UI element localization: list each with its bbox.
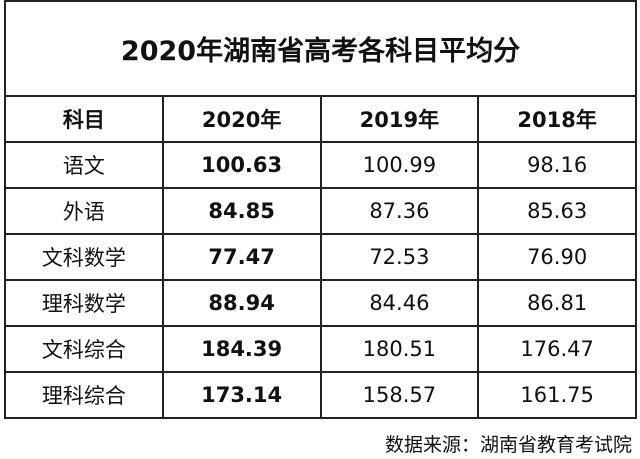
score-cell: 77.47: [161, 233, 322, 281]
score-cell: 100.63: [161, 141, 322, 189]
table-body: 语文 100.63 100.99 98.16 外语 84.85 87.36 85.63 文科数学…: [4, 141, 637, 419]
score-cell: 173.14: [161, 371, 322, 419]
table-row: 理科综合 173.14 158.57 161.75: [4, 371, 637, 419]
score-cell: 176.47: [477, 325, 637, 373]
score-cell: 84.85: [161, 187, 322, 235]
table-title: 2020年湖南省高考各科目平均分: [4, 0, 637, 97]
score-cell: 76.90: [477, 233, 637, 281]
score-cell: 161.75: [477, 371, 637, 419]
score-cell: 72.53: [319, 233, 480, 281]
score-cell: 100.99: [319, 141, 480, 189]
table-row: 理科数学 88.94 84.46 86.81: [4, 279, 637, 327]
score-cell: 184.39: [161, 325, 322, 373]
score-cell: 98.16: [477, 141, 637, 189]
subject-cell: 语文: [4, 141, 164, 189]
subject-cell: 文科综合: [4, 325, 164, 373]
score-cell: 86.81: [477, 279, 637, 327]
header-row: 科目 2020年 2019年 2018年: [4, 95, 637, 143]
table-row: 文科数学 77.47 72.53 76.90: [4, 233, 637, 281]
column-header: 2019年: [319, 95, 480, 143]
column-header: 2018年: [477, 95, 637, 143]
table-row: 文科综合 184.39 180.51 176.47: [4, 325, 637, 373]
score-cell: 85.63: [477, 187, 637, 235]
subject-cell: 外语: [4, 187, 164, 235]
score-cell: 87.36: [319, 187, 480, 235]
column-header: 2020年: [161, 95, 322, 143]
score-table: 2020年湖南省高考各科目平均分 科目 2020年 2019年 2018年 语文 100…: [4, 0, 637, 419]
score-cell: 88.94: [161, 279, 322, 327]
subject-cell: 理科综合: [4, 371, 164, 419]
subject-cell: 理科数学: [4, 279, 164, 327]
source-note: 数据来源：湖南省教育考试院: [384, 434, 632, 456]
score-cell: 84.46: [319, 279, 480, 327]
column-header: 科目: [4, 95, 164, 143]
table-row: 外语 84.85 87.36 85.63: [4, 187, 637, 235]
score-cell: 158.57: [319, 371, 480, 419]
table-row: 语文 100.63 100.99 98.16: [4, 141, 637, 189]
score-cell: 180.51: [319, 325, 480, 373]
subject-cell: 文科数学: [4, 233, 164, 281]
title-row: 2020年湖南省高考各科目平均分: [4, 0, 637, 97]
